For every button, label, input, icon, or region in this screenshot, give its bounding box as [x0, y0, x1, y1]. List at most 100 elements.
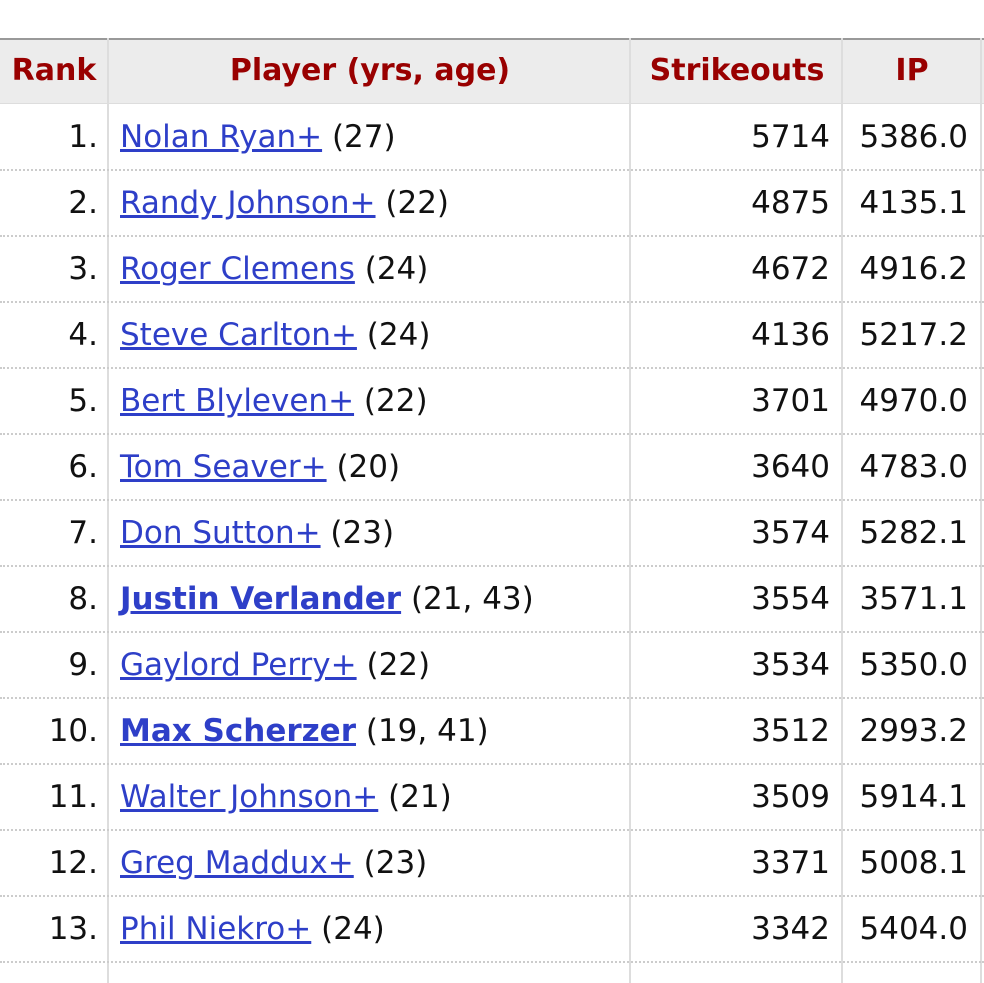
row-separator [0, 895, 984, 897]
header-cell[interactable]: Strikeouts [649, 53, 825, 88]
player-link[interactable]: Randy Johnson+ [120, 185, 376, 221]
rank-cell: 10. [48, 713, 98, 749]
player-cell: Steve Carlton+ (24) [120, 302, 620, 368]
player-cell: Roger Clemens (24) [120, 236, 620, 302]
player-detail: (23) [330, 515, 395, 551]
rank-cell: 13. [48, 911, 98, 947]
rank-cell: 8. [68, 581, 98, 617]
row-separator [0, 367, 984, 369]
player-link[interactable]: Walter Johnson+ [120, 779, 379, 815]
row-separator [0, 631, 984, 633]
player-link[interactable]: Justin Verlander [120, 581, 402, 617]
rank-cell: 2. [68, 185, 98, 221]
ip-cell: 5914.1 [859, 779, 968, 815]
player-cell: Randy Johnson+ (22) [120, 170, 620, 236]
row-separator [0, 235, 984, 237]
player-detail: (27) [331, 119, 396, 155]
row-separator [0, 763, 984, 765]
ip-cell: 4970.0 [859, 383, 968, 419]
strikeouts-cell: 3574 [751, 515, 830, 551]
ip-cell: 4916.2 [859, 251, 968, 287]
header-cell[interactable]: IP [895, 53, 929, 88]
rank-cell: 9. [68, 647, 98, 683]
rank-cell: 6. [68, 449, 98, 485]
player-cell: Bert Blyleven+ (22) [120, 368, 620, 434]
strikeouts-cell: 3512 [751, 713, 830, 749]
header-cell[interactable]: Player (yrs, age) [229, 53, 511, 88]
strikeouts-cell: 3701 [751, 383, 830, 419]
player-cell: Tom Seaver+ (20) [120, 434, 620, 500]
header-row [0, 38, 984, 104]
column-border [107, 38, 109, 983]
strikeouts-cell: 3554 [751, 581, 830, 617]
player-cell: Greg Maddux+ (23) [120, 830, 620, 896]
row-separator [0, 433, 984, 435]
player-detail: (24) [364, 251, 429, 287]
player-cell: Phil Niekro+ (24) [120, 896, 620, 962]
row-separator [0, 169, 984, 171]
player-detail: (23) [363, 845, 428, 881]
ip-cell: 2993.2 [859, 713, 968, 749]
ip-cell: 4135.1 [859, 185, 968, 221]
strikeouts-cell: 4875 [751, 185, 830, 221]
row-separator [0, 565, 984, 567]
player-detail: (22) [363, 383, 428, 419]
player-link[interactable]: Roger Clemens [120, 251, 355, 287]
column-border [629, 38, 631, 983]
player-link[interactable]: Max Scherzer [120, 713, 356, 749]
player-link[interactable]: Nolan Ryan+ [120, 119, 323, 155]
player-cell: Walter Johnson+ (21) [120, 764, 620, 830]
player-detail: (20) [336, 449, 401, 485]
rank-cell: 4. [68, 317, 98, 353]
strikeouts-cell: 3640 [751, 449, 830, 485]
player-link[interactable]: Steve Carlton+ [120, 317, 357, 353]
player-cell: Don Sutton+ (23) [120, 500, 620, 566]
player-link[interactable]: Bert Blyleven+ [120, 383, 355, 419]
rank-cell: 11. [48, 779, 98, 815]
rank-cell: 5. [68, 383, 98, 419]
row-separator [0, 697, 984, 699]
row-separator [0, 103, 984, 104]
row-separator [0, 301, 984, 303]
player-detail: (24) [321, 911, 385, 947]
player-link[interactable]: Greg Maddux+ [120, 845, 354, 881]
strikeouts-cell: 3371 [751, 845, 830, 881]
player-cell: Justin Verlander (21, 43) [120, 566, 620, 632]
row-separator [0, 829, 984, 831]
ip-cell: 5217.2 [859, 317, 968, 353]
player-cell: Gaylord Perry+ (22) [120, 632, 620, 698]
strikeouts-cell: 5714 [751, 119, 830, 155]
player-detail: (22) [366, 647, 431, 683]
player-cell: Nolan Ryan+ (27) [120, 104, 620, 170]
strikeouts-cell: 3342 [751, 911, 830, 947]
ip-cell: 5386.0 [859, 119, 968, 155]
strikeouts-cell: 4672 [751, 251, 830, 287]
rank-cell: 7. [68, 515, 98, 551]
player-link[interactable]: Gaylord Perry+ [120, 647, 357, 683]
player-link[interactable]: Phil Niekro+ [120, 911, 312, 947]
rank-cell: 3. [68, 251, 98, 287]
ip-cell: 4783.0 [859, 449, 968, 485]
rank-cell: 1. [68, 119, 98, 155]
row-separator [0, 499, 984, 501]
player-detail: (21) [388, 779, 452, 815]
strikeouts-cell: 3509 [751, 779, 830, 815]
ip-cell: 5282.1 [859, 515, 968, 551]
ip-cell: 3571.1 [859, 581, 968, 617]
player-link[interactable]: Tom Seaver+ [120, 449, 327, 485]
column-border [841, 38, 843, 983]
player-detail: (22) [385, 185, 450, 221]
player-detail: (21, 43) [410, 581, 534, 617]
ip-cell: 5008.1 [859, 845, 968, 881]
player-cell: Max Scherzer (19, 41) [120, 698, 620, 764]
strikeouts-cell: 3534 [751, 647, 830, 683]
player-detail: (24) [366, 317, 431, 353]
column-border [980, 38, 982, 983]
ip-cell: 5350.0 [859, 647, 968, 683]
ip-cell: 5404.0 [859, 911, 968, 947]
header-cell[interactable]: Rank [11, 53, 97, 88]
player-link[interactable]: Don Sutton+ [120, 515, 321, 551]
row-separator [0, 961, 984, 963]
rank-cell: 12. [48, 845, 98, 881]
